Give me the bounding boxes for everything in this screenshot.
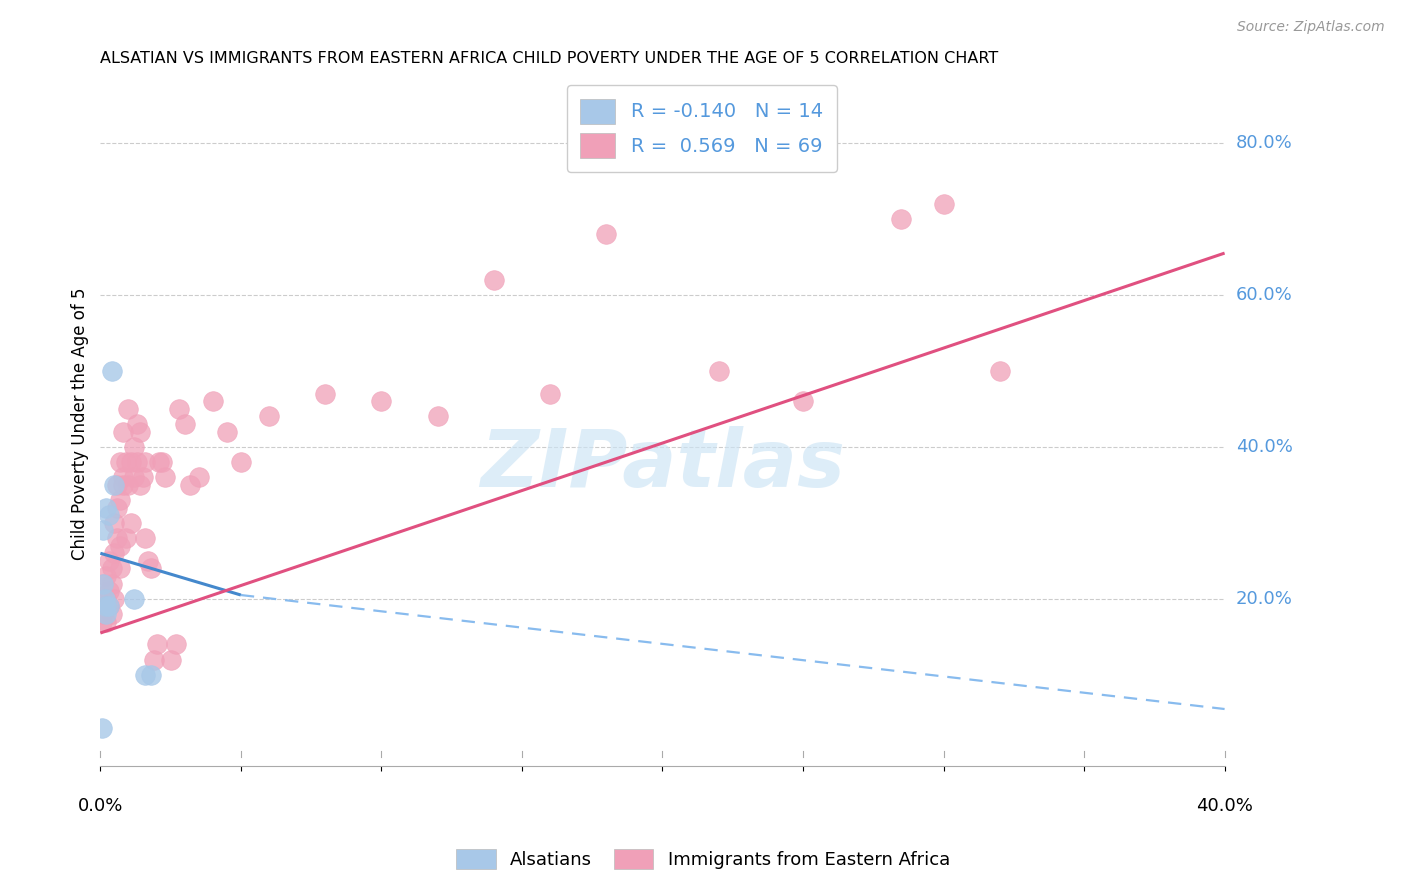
Y-axis label: Child Poverty Under the Age of 5: Child Poverty Under the Age of 5 xyxy=(72,288,89,560)
Point xyxy=(150,455,173,469)
Point xyxy=(111,425,134,439)
Point xyxy=(128,425,150,439)
Point xyxy=(988,364,1011,378)
Point xyxy=(120,455,142,469)
Point xyxy=(229,455,252,469)
Point xyxy=(111,478,134,492)
Point xyxy=(707,364,730,378)
Point xyxy=(120,516,142,530)
Point xyxy=(165,637,187,651)
Point xyxy=(215,425,238,439)
Point xyxy=(125,417,148,431)
Point xyxy=(90,615,112,629)
Point xyxy=(108,561,131,575)
Point xyxy=(134,668,156,682)
Point xyxy=(90,721,112,735)
Point xyxy=(91,576,114,591)
Text: Source: ZipAtlas.com: Source: ZipAtlas.com xyxy=(1237,20,1385,34)
Point xyxy=(122,591,145,606)
Text: 20.0%: 20.0% xyxy=(1236,590,1292,607)
Point xyxy=(100,364,122,378)
Text: ZIPatlas: ZIPatlas xyxy=(479,426,845,504)
Point xyxy=(93,599,115,614)
Legend: Alsatians, Immigrants from Eastern Africa: Alsatians, Immigrants from Eastern Afric… xyxy=(447,839,959,879)
Point xyxy=(117,401,139,416)
Text: ALSATIAN VS IMMIGRANTS FROM EASTERN AFRICA CHILD POVERTY UNDER THE AGE OF 5 CORR: ALSATIAN VS IMMIGRANTS FROM EASTERN AFRI… xyxy=(100,51,998,66)
Point xyxy=(159,652,181,666)
Point xyxy=(167,401,190,416)
Point xyxy=(134,455,156,469)
Point xyxy=(139,668,162,682)
Point xyxy=(100,561,122,575)
Text: 40.0%: 40.0% xyxy=(1197,797,1253,814)
Text: 80.0%: 80.0% xyxy=(1236,134,1292,152)
Point xyxy=(114,531,136,545)
Point xyxy=(201,394,224,409)
Point xyxy=(426,409,449,424)
Point xyxy=(105,478,128,492)
Point xyxy=(111,470,134,484)
Point xyxy=(91,524,114,538)
Point xyxy=(100,607,122,621)
Point xyxy=(890,211,912,226)
Point xyxy=(91,607,114,621)
Point xyxy=(179,478,201,492)
Point xyxy=(105,531,128,545)
Point xyxy=(153,470,176,484)
Point xyxy=(94,591,117,606)
Point xyxy=(128,478,150,492)
Point xyxy=(136,554,159,568)
Point xyxy=(94,500,117,515)
Text: 60.0%: 60.0% xyxy=(1236,286,1292,304)
Point xyxy=(94,615,117,629)
Point xyxy=(97,554,120,568)
Point xyxy=(103,516,125,530)
Point xyxy=(370,394,392,409)
Point xyxy=(93,591,115,606)
Point xyxy=(94,569,117,583)
Point xyxy=(94,599,117,614)
Point xyxy=(97,508,120,523)
Point xyxy=(122,470,145,484)
Point xyxy=(114,455,136,469)
Point xyxy=(108,493,131,508)
Point xyxy=(482,273,505,287)
Point xyxy=(187,470,209,484)
Point xyxy=(103,591,125,606)
Point xyxy=(97,584,120,599)
Point xyxy=(105,500,128,515)
Point xyxy=(103,546,125,560)
Point xyxy=(94,607,117,621)
Point xyxy=(314,386,336,401)
Point xyxy=(139,561,162,575)
Point xyxy=(595,227,617,241)
Point xyxy=(108,539,131,553)
Point xyxy=(91,576,114,591)
Point xyxy=(97,599,120,614)
Point xyxy=(122,440,145,454)
Point xyxy=(145,637,167,651)
Point xyxy=(103,478,125,492)
Point xyxy=(108,455,131,469)
Point xyxy=(142,652,165,666)
Text: 0.0%: 0.0% xyxy=(77,797,124,814)
Point xyxy=(97,599,120,614)
Point xyxy=(932,196,955,211)
Point xyxy=(173,417,195,431)
Point xyxy=(134,531,156,545)
Point xyxy=(100,576,122,591)
Text: 40.0%: 40.0% xyxy=(1236,438,1292,456)
Point xyxy=(125,455,148,469)
Point xyxy=(117,478,139,492)
Legend: R = -0.140   N = 14, R =  0.569   N = 69: R = -0.140 N = 14, R = 0.569 N = 69 xyxy=(567,85,837,172)
Point xyxy=(538,386,561,401)
Point xyxy=(257,409,280,424)
Point xyxy=(792,394,814,409)
Point xyxy=(148,455,170,469)
Point xyxy=(131,470,153,484)
